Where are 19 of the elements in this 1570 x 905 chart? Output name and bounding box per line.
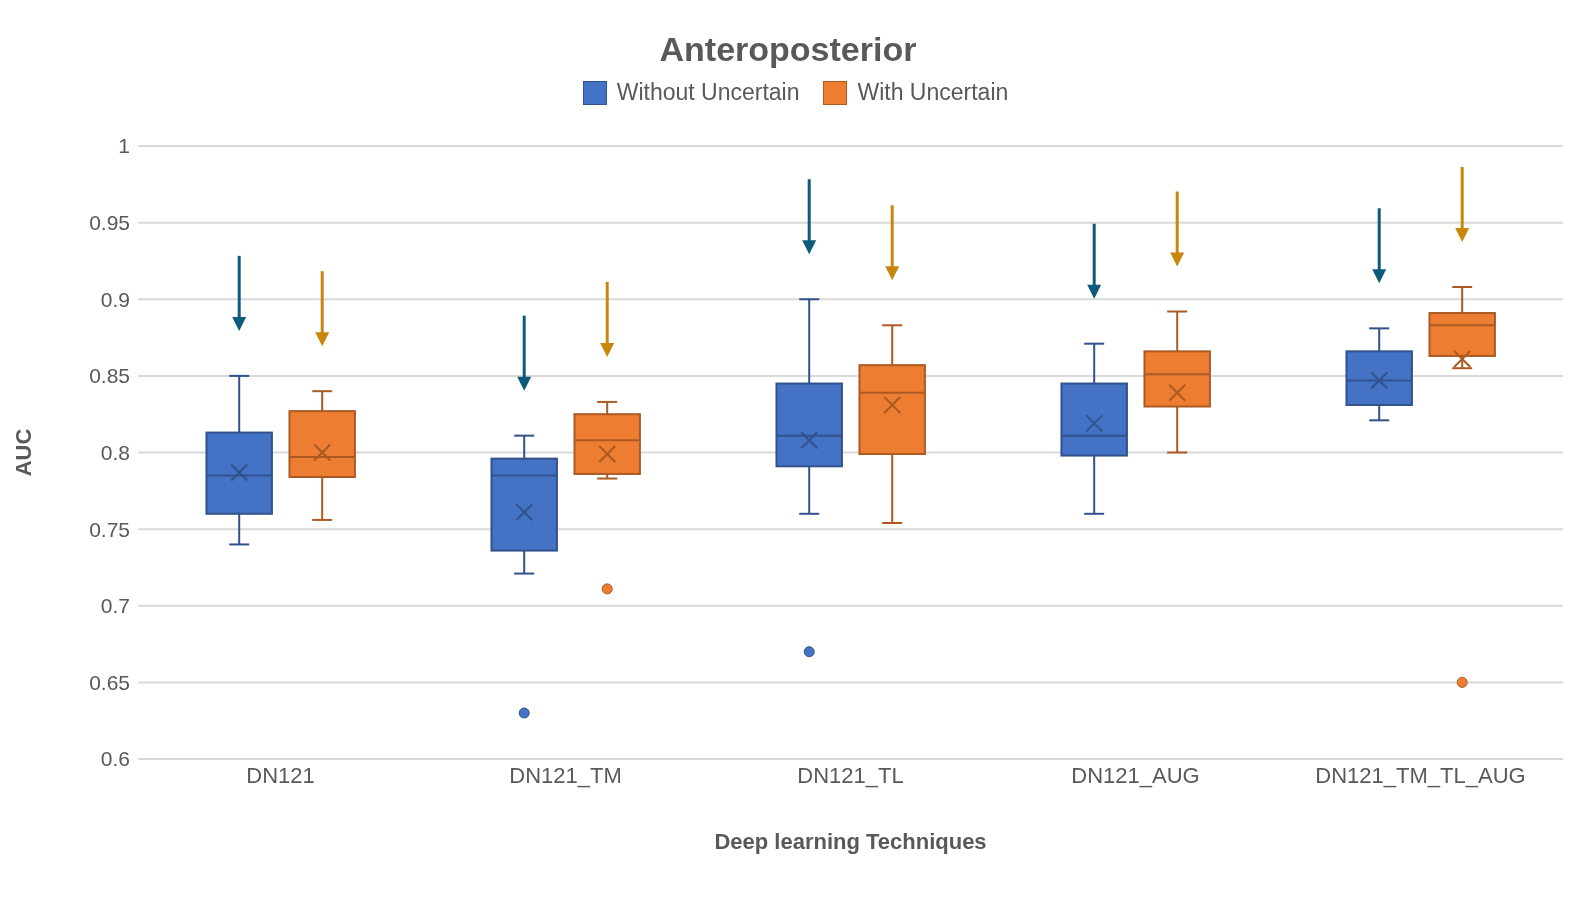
y-tick-label: 0.65: [89, 670, 130, 694]
x-tick-label: DN121: [246, 762, 315, 788]
y-tick-label: 0.8: [100, 440, 130, 464]
x-tick-label: DN121_AUG: [1071, 762, 1200, 788]
y-tick-label: 0.75: [89, 517, 130, 541]
y-tick-label: 0.95: [89, 211, 130, 235]
y-axis-title: AUC: [10, 428, 36, 477]
y-tick-label: 0.6: [100, 747, 130, 771]
y-tick-label: 1: [118, 134, 130, 158]
chart-title: Anteroposterior: [658, 29, 918, 69]
x-axis-title: Deep learning Techniques: [714, 829, 987, 854]
y-tick-label: 0.9: [100, 287, 130, 311]
y-tick-label: 0.85: [89, 364, 130, 388]
y-tick-label: 0.7: [100, 594, 130, 618]
x-tick-label: DN121_TM_TL_AUG: [1315, 762, 1526, 788]
x-tick-label: DN121_TM: [509, 762, 622, 788]
legend-label: Without Uncertain: [615, 79, 800, 106]
x-tick-label: DN121_TL: [797, 762, 904, 788]
legend-label: With Uncertain: [856, 79, 1009, 106]
